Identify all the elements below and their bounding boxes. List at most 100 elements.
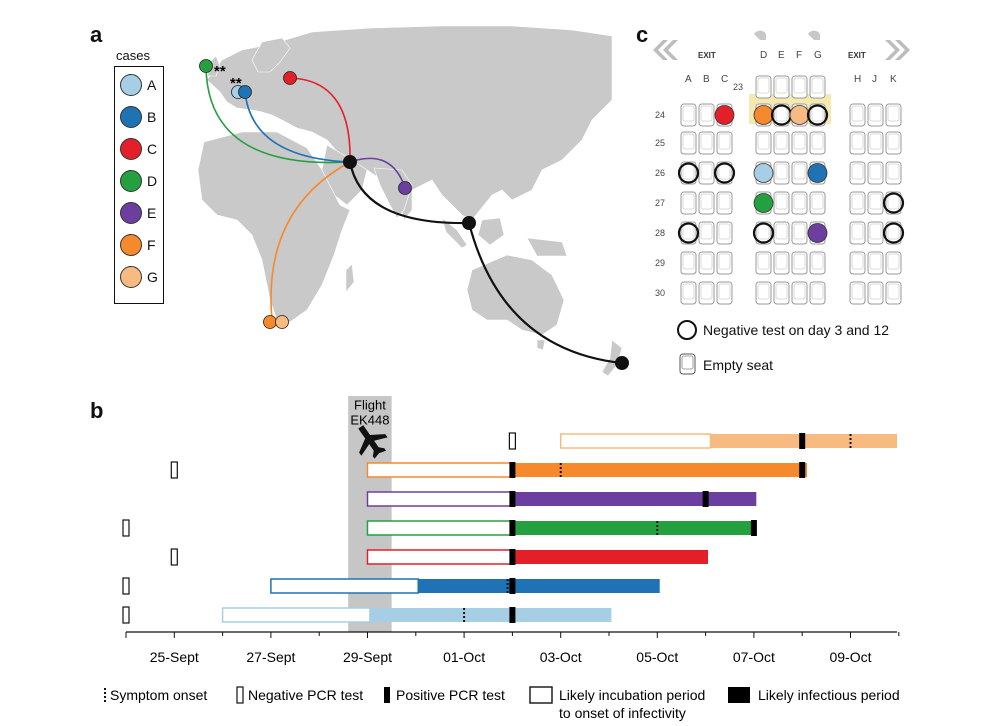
column-letter-k: K <box>890 74 897 85</box>
infectious-bar-f <box>514 463 808 477</box>
positive-test-f-0 <box>509 462 516 478</box>
legend-label-d: D <box>147 173 158 189</box>
seat-30h <box>849 281 866 305</box>
seat-25b <box>698 131 715 155</box>
panel-label-c: c <box>636 22 649 47</box>
seat-27e <box>773 191 790 215</box>
row-label-30: 30 <box>655 288 665 298</box>
seat-25j <box>867 131 884 155</box>
negative-test-c-0 <box>170 548 178 566</box>
infectious-bar-a <box>369 608 612 622</box>
seat-25f <box>791 131 808 155</box>
case-d-seat <box>753 193 774 213</box>
seat-25a <box>680 131 697 155</box>
column-letter-h: H <box>854 74 861 85</box>
seat-27f <box>791 191 808 215</box>
row-label-29: 29 <box>655 258 665 268</box>
legend-item-g: G <box>120 266 160 288</box>
legend-symptom-label: Symptom onset <box>110 687 207 703</box>
route-black-1 <box>348 161 470 225</box>
seat-26j <box>867 161 884 185</box>
airplane-icon <box>358 425 388 459</box>
legend-label-e: E <box>147 205 157 221</box>
land-madagascar <box>345 263 355 293</box>
case-f-seat <box>753 105 774 125</box>
incubation-bar-b <box>270 578 419 594</box>
case-a-seat <box>753 163 774 183</box>
seat-30j <box>867 281 884 305</box>
land-australia <box>466 254 565 336</box>
infectious-bar-e <box>514 492 757 506</box>
legend-label-c: C <box>147 141 158 157</box>
row-label-26: 26 <box>655 168 665 178</box>
legend-swatch-f <box>120 234 142 256</box>
seat-28k <box>885 221 902 245</box>
legend-swatch-d <box>120 170 142 192</box>
positive-test-b-0 <box>509 578 516 594</box>
incubation-bar-g <box>559 433 712 449</box>
legend-item-d: D <box>120 170 160 192</box>
galley-icon-left <box>754 30 766 40</box>
seat-24g <box>809 103 826 127</box>
seat-23e <box>773 75 790 99</box>
x-tick-label-2: 27-Sept <box>246 649 295 665</box>
route-black-2 <box>467 222 623 365</box>
positive-test-g-0 <box>799 433 806 449</box>
column-letter-b: B <box>703 74 710 85</box>
seat-28f <box>791 221 808 245</box>
seat-29c <box>716 251 733 275</box>
x-tick-label-8: 03-Oct <box>540 649 582 665</box>
seat-26a <box>680 161 697 185</box>
positive-test-d-0 <box>509 520 516 536</box>
x-tick-label-4: 29-Sept <box>343 649 392 665</box>
row-label-23: 23 <box>733 82 743 92</box>
x-tick-label-14: 09-Oct <box>829 649 871 665</box>
legend-negative-label: Negative test on day 3 and 12 <box>703 322 889 338</box>
case-e-seat <box>807 223 828 243</box>
seat-29j <box>867 251 884 275</box>
seat-24h <box>849 103 866 127</box>
seat-23f <box>791 75 808 99</box>
hub-dubai <box>343 155 357 169</box>
seat-23d <box>755 75 772 99</box>
legend-empty-seat-label: Empty seat <box>703 357 773 373</box>
legend-swatch-a <box>120 74 142 96</box>
incubation-bar-d <box>366 520 516 536</box>
seat-30d <box>755 281 772 305</box>
incubation-bar-a <box>221 607 371 623</box>
legend-positive-pcr-label: Positive PCR test <box>396 687 505 703</box>
exit-chevron-left <box>653 40 678 60</box>
seat-26c <box>716 161 733 185</box>
seat-24b <box>698 103 715 127</box>
legend-label-g: G <box>147 269 158 285</box>
land-eurasia <box>206 25 613 221</box>
legend-infectious-icon <box>728 687 750 703</box>
infectious-bar-d <box>514 521 757 535</box>
land-newzealand <box>601 339 623 377</box>
seat-25g <box>809 131 826 155</box>
seat-30c <box>716 281 733 305</box>
galley-icon-right <box>808 30 820 40</box>
case-g-seat <box>789 105 810 125</box>
seat-30k <box>885 281 902 305</box>
seat-25h <box>849 131 866 155</box>
negative-passenger-24g <box>806 104 829 126</box>
seat-24j <box>867 103 884 127</box>
legend-item-a: A <box>120 74 160 96</box>
land-borneo <box>477 217 505 246</box>
infectious-bar-c <box>514 550 709 564</box>
seat-29g <box>809 251 826 275</box>
negative-test-g-0 <box>508 432 516 450</box>
seat-28h <box>849 221 866 245</box>
legend-item-f: F <box>120 234 160 256</box>
negative-passenger-26c <box>713 162 736 184</box>
seat-25k <box>885 131 902 155</box>
route-d <box>205 65 351 164</box>
seat-29b <box>698 251 715 275</box>
x-tick-label-10: 05-Oct <box>636 649 678 665</box>
column-letter-e: E <box>778 50 785 61</box>
negative-passenger-28d <box>752 222 775 244</box>
seat-30a <box>680 281 697 305</box>
legend-item-e: E <box>120 202 160 224</box>
incubation-bar-f <box>366 462 516 478</box>
